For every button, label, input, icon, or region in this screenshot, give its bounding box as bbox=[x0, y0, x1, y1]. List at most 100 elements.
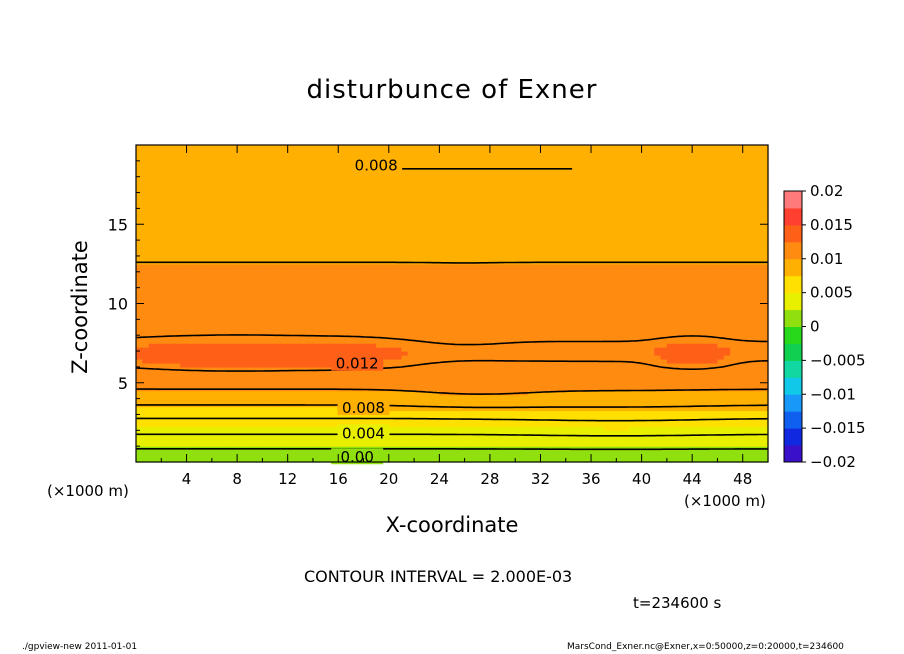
contour-cell bbox=[218, 335, 226, 340]
contour-cell bbox=[433, 430, 440, 435]
contour-cell bbox=[382, 327, 390, 332]
contour-cell bbox=[496, 244, 504, 249]
contour-cell bbox=[331, 378, 339, 384]
contour-cell bbox=[205, 414, 213, 420]
contour-cell bbox=[186, 244, 194, 249]
contour-cell bbox=[508, 156, 516, 162]
contour-cell bbox=[395, 454, 403, 459]
contour-cell bbox=[173, 351, 181, 356]
contour-cell bbox=[452, 370, 459, 376]
contour-cell bbox=[426, 335, 434, 340]
contour-cell bbox=[439, 299, 447, 305]
contour-cell bbox=[483, 192, 491, 198]
contour-cell bbox=[331, 263, 339, 269]
contour-cell bbox=[186, 224, 194, 229]
contour-cell bbox=[312, 442, 320, 447]
contour-cell bbox=[458, 232, 466, 237]
contour-cell bbox=[382, 251, 390, 257]
contour-cell bbox=[464, 315, 472, 320]
contour-cell bbox=[508, 450, 516, 455]
contour-cell bbox=[281, 156, 289, 162]
contour-cell bbox=[300, 291, 308, 297]
contour-cell bbox=[167, 271, 175, 277]
contour-cell bbox=[300, 442, 308, 447]
contour-cell bbox=[300, 232, 308, 237]
contour-cell bbox=[382, 200, 390, 206]
contour-cell bbox=[256, 303, 263, 309]
contour-cell bbox=[376, 204, 384, 209]
contour-cell bbox=[483, 339, 491, 344]
contour-cell bbox=[331, 323, 339, 328]
contour-cell bbox=[218, 410, 226, 416]
contour-cell bbox=[483, 196, 491, 202]
contour-cell bbox=[521, 240, 529, 245]
contour-cell bbox=[281, 279, 289, 285]
contour-cell bbox=[275, 228, 282, 233]
contour-cell bbox=[395, 148, 403, 154]
contour-cell bbox=[350, 240, 358, 245]
contour-cell bbox=[243, 438, 251, 443]
contour-cell bbox=[186, 414, 194, 420]
contour-cell bbox=[470, 228, 478, 233]
contour-cell bbox=[319, 275, 327, 281]
contour-cell bbox=[294, 398, 301, 404]
contour-cell bbox=[287, 244, 295, 249]
contour-cell bbox=[312, 291, 320, 297]
contour-cell bbox=[445, 164, 453, 170]
contour-cell bbox=[192, 358, 200, 364]
contour-cell bbox=[161, 275, 169, 281]
contour-cell bbox=[357, 188, 365, 194]
contour-cell bbox=[306, 454, 314, 459]
contour-cell bbox=[369, 172, 377, 178]
contour-cell bbox=[148, 414, 156, 420]
contour-cell bbox=[148, 232, 156, 237]
contour-cell bbox=[161, 152, 169, 158]
contour-cell bbox=[243, 339, 251, 344]
contour-cell bbox=[287, 232, 295, 237]
contour-cell bbox=[167, 331, 175, 336]
contour-cell bbox=[243, 275, 251, 281]
contour-cell bbox=[275, 438, 282, 443]
contour-cell bbox=[325, 422, 333, 427]
contour-cell bbox=[148, 307, 156, 313]
contour-cell bbox=[142, 240, 150, 245]
contour-cell bbox=[192, 382, 200, 388]
contour-cell bbox=[154, 335, 162, 340]
contour-cell bbox=[452, 430, 459, 435]
contour-cell bbox=[205, 438, 213, 443]
contour-cell bbox=[211, 204, 219, 209]
contour-cell bbox=[243, 236, 251, 241]
contour-cell bbox=[464, 430, 472, 435]
contour-cell bbox=[205, 152, 213, 158]
contour-cell bbox=[521, 164, 529, 170]
contour-cell bbox=[294, 343, 301, 348]
contour-cell bbox=[445, 406, 453, 412]
contour-cell bbox=[161, 406, 169, 412]
contour-cell bbox=[369, 343, 377, 348]
contour-cell bbox=[173, 458, 181, 463]
contour-cell bbox=[433, 263, 440, 269]
contour-cell bbox=[439, 426, 447, 431]
contour-cell bbox=[262, 220, 270, 225]
contour-cell bbox=[243, 180, 251, 186]
contour-cell bbox=[420, 208, 428, 213]
contour-cell bbox=[395, 351, 403, 356]
contour-cell bbox=[502, 216, 510, 221]
contour-cell bbox=[230, 283, 238, 289]
contour-cell bbox=[205, 331, 213, 336]
contour-cell bbox=[483, 382, 491, 388]
contour-cell bbox=[350, 442, 358, 447]
contour-cell bbox=[224, 406, 232, 412]
contour-cell bbox=[173, 251, 181, 257]
contour-cell bbox=[281, 244, 289, 249]
contour-cell bbox=[426, 362, 434, 368]
contour-cell bbox=[294, 192, 301, 198]
contour-cell bbox=[452, 386, 459, 392]
contour-cell bbox=[483, 216, 491, 221]
contour-cell bbox=[363, 307, 371, 313]
contour-cell bbox=[325, 180, 333, 186]
contour-cell bbox=[464, 454, 472, 459]
contour-cell bbox=[136, 291, 143, 297]
contour-cell bbox=[249, 251, 257, 257]
contour-cell bbox=[357, 275, 365, 281]
